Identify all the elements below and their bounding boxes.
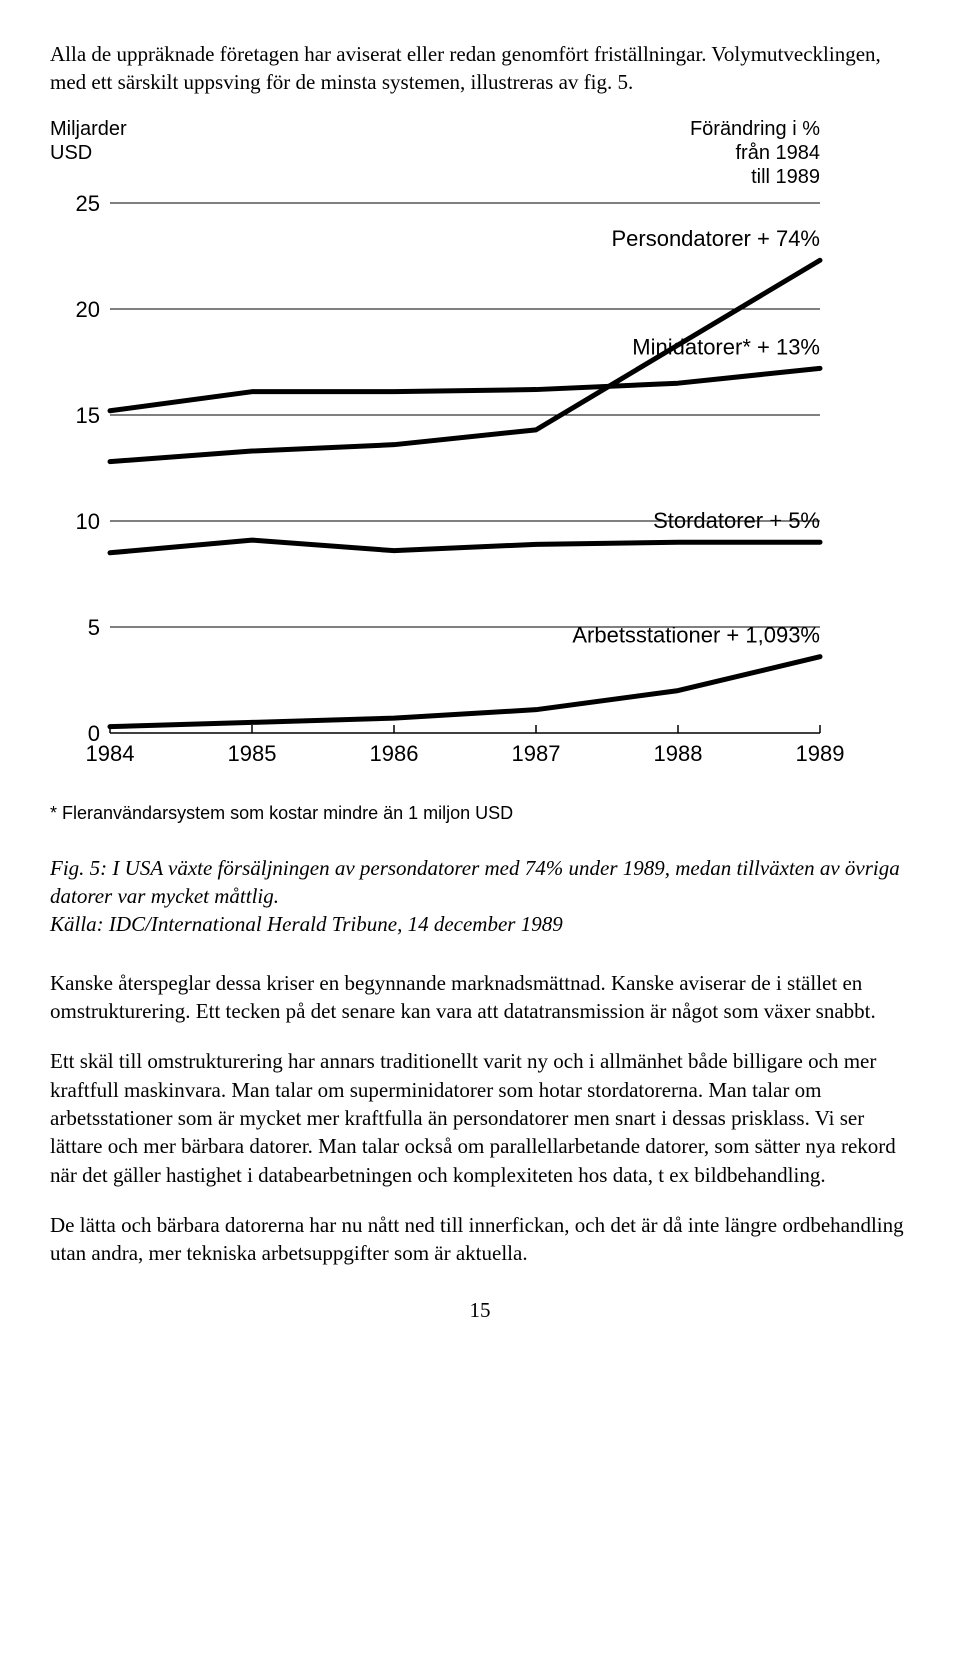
svg-text:1989: 1989: [796, 741, 845, 766]
y-axis-label: Miljarder USD: [50, 117, 140, 189]
right-header-line1: Förändring i %: [690, 118, 820, 140]
svg-text:Arbetsstationer + 1,093%: Arbetsstationer + 1,093%: [572, 622, 820, 647]
svg-text:1985: 1985: [228, 741, 277, 766]
svg-text:15: 15: [76, 403, 100, 428]
chart-right-header: Förändring i % från 1984 till 1989: [140, 117, 910, 189]
figure-caption: Fig. 5: I USA växte försäljningen av per…: [50, 854, 910, 939]
svg-text:25: 25: [76, 193, 100, 216]
chart-svg: 0510152025198419851986198719881989Person…: [50, 193, 910, 783]
body-para-2: Ett skäl till omstrukturering har annars…: [50, 1047, 910, 1189]
svg-text:1986: 1986: [370, 741, 419, 766]
svg-text:Persondatorer + 74%: Persondatorer + 74%: [611, 226, 820, 251]
right-header-line2: från 1984: [735, 142, 820, 164]
svg-text:Minidatorer* + 13%: Minidatorer* + 13%: [632, 334, 820, 359]
page-number: 15: [50, 1298, 910, 1323]
svg-text:5: 5: [88, 615, 100, 640]
svg-text:1984: 1984: [86, 741, 135, 766]
y-label-line2: USD: [50, 142, 92, 164]
body-para-3: De lätta och bärbara datorerna har nu nå…: [50, 1211, 910, 1268]
right-header-line3: till 1989: [751, 166, 820, 188]
svg-text:1988: 1988: [654, 741, 703, 766]
svg-text:10: 10: [76, 509, 100, 534]
chart-container: Miljarder USD Förändring i % från 1984 t…: [50, 117, 910, 783]
body-para-1: Kanske återspeglar dessa kriser en begyn…: [50, 969, 910, 1026]
svg-text:1987: 1987: [512, 741, 561, 766]
y-label-line1: Miljarder: [50, 118, 127, 140]
intro-text: Alla de uppräknade företagen har avisera…: [50, 40, 910, 97]
svg-text:Stordatorer + 5%: Stordatorer + 5%: [653, 508, 820, 533]
svg-text:20: 20: [76, 297, 100, 322]
chart-footnote: * Fleranvändarsystem som kostar mindre ä…: [50, 803, 910, 824]
